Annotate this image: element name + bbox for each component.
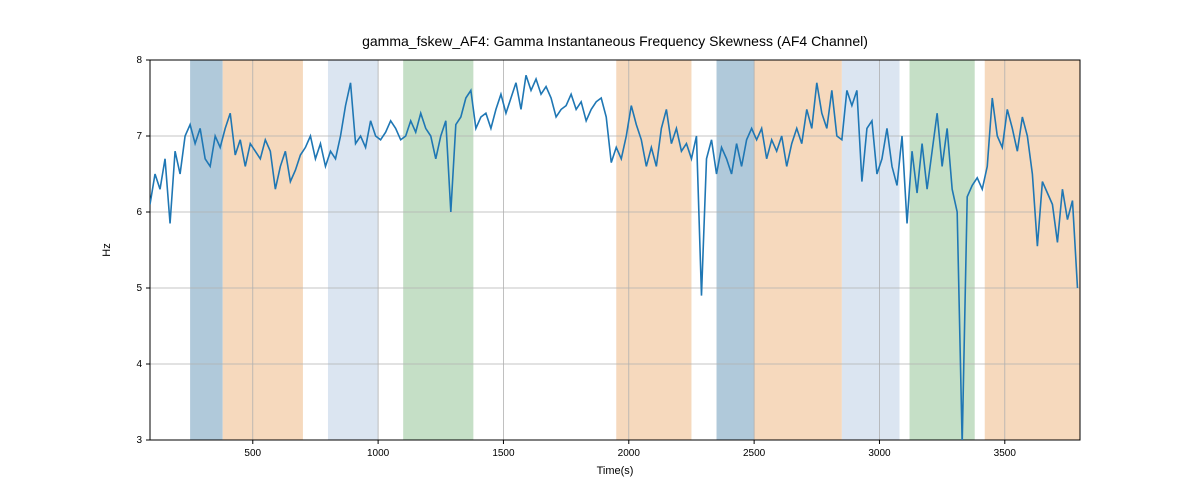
line-chart: 500 1000 1500 2000 2500 3000 3500 3 4 5 6 7 8 gamma_…	[0, 0, 1200, 500]
highlight-band	[223, 60, 303, 440]
highlight-band	[403, 60, 473, 440]
highlight-band	[910, 60, 975, 440]
x-tick-label: 1000	[367, 448, 390, 459]
x-tick-label: 1500	[492, 448, 515, 459]
y-axis-label: Hz	[101, 243, 113, 256]
x-tick-label: 2000	[618, 448, 641, 459]
highlight-band	[616, 60, 691, 440]
x-tick-label: 500	[244, 448, 261, 459]
y-tick-label: 5	[136, 283, 142, 294]
y-tick-label: 6	[136, 207, 142, 218]
y-tick-label: 4	[136, 359, 142, 370]
x-axis-label: Time(s)	[597, 465, 634, 477]
x-tick-label: 2500	[743, 448, 766, 459]
highlight-band	[842, 60, 900, 440]
chart-title: gamma_fskew_AF4: Gamma Instantaneous Fre…	[362, 33, 868, 49]
y-tick-label: 7	[136, 131, 142, 142]
x-tick-label: 3500	[994, 448, 1017, 459]
highlight-band	[190, 60, 223, 440]
chart-container: 500 1000 1500 2000 2500 3000 3500 3 4 5 6 7 8 gamma_…	[0, 0, 1200, 500]
x-tick-label: 3000	[868, 448, 891, 459]
highlight-band	[717, 60, 755, 440]
y-tick-label: 3	[136, 435, 142, 446]
y-tick-label: 8	[136, 55, 142, 66]
highlight-band	[985, 60, 1080, 440]
